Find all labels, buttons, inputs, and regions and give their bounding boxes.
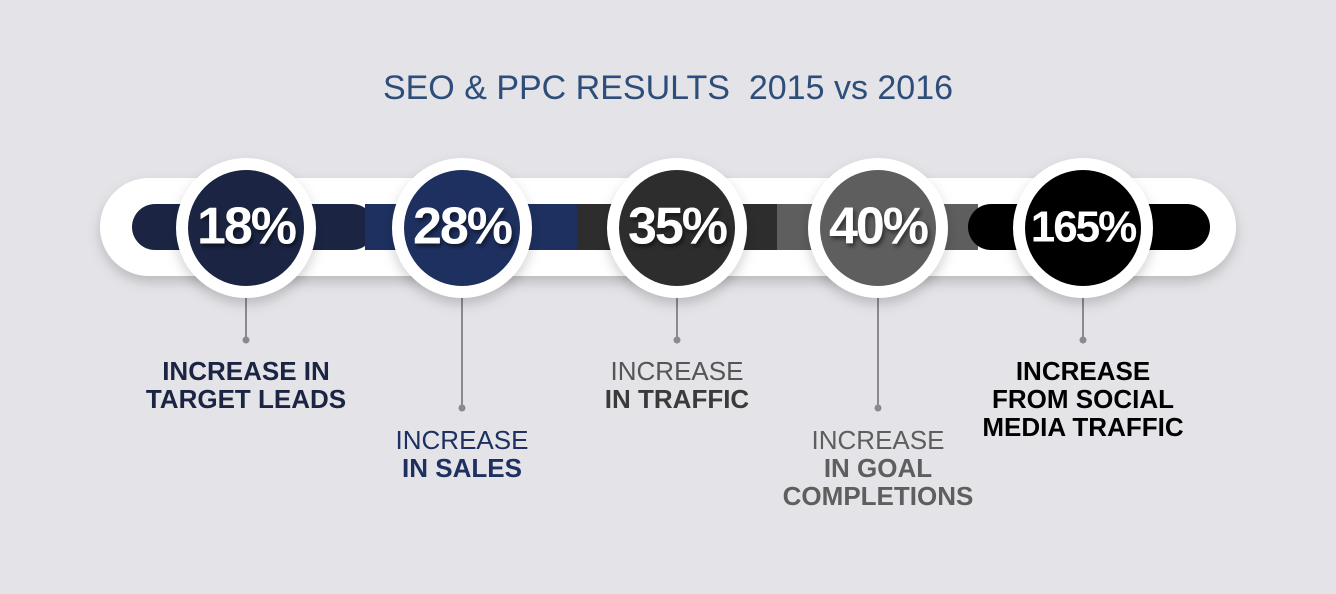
- connector-dot: [673, 336, 681, 344]
- label-line: IN TRAFFIC: [605, 384, 750, 414]
- label-line: INCREASE IN: [162, 356, 330, 386]
- value: 35%: [628, 198, 727, 256]
- circle: [404, 170, 520, 286]
- label-line: IN SALES: [402, 453, 522, 483]
- label-line: IN GOAL: [824, 453, 932, 483]
- label-line: INCREASE: [611, 356, 744, 386]
- circle: [820, 170, 936, 286]
- value: 28%: [413, 198, 512, 256]
- label-line: COMPLETIONS: [783, 481, 974, 511]
- connector-dot: [874, 404, 882, 412]
- label-line: TARGET LEADS: [146, 384, 346, 414]
- label-line: INCREASE: [812, 425, 945, 455]
- label-line: FROM SOCIAL: [992, 384, 1174, 414]
- label-line: MEDIA TRAFFIC: [982, 412, 1183, 442]
- label-line: INCREASE: [396, 425, 529, 455]
- value: 165%: [1031, 203, 1136, 252]
- label-line: INCREASE: [1016, 356, 1150, 386]
- circle: [188, 170, 304, 286]
- title: SEO & PPC RESULTS 2015 vs 2016: [383, 69, 953, 107]
- connector-dot: [1079, 336, 1087, 344]
- circle: [619, 170, 735, 286]
- value: 18%: [197, 198, 296, 256]
- value: 40%: [829, 198, 928, 256]
- connector-dot: [242, 336, 250, 344]
- circle: [1025, 170, 1141, 286]
- connector-dot: [458, 404, 466, 412]
